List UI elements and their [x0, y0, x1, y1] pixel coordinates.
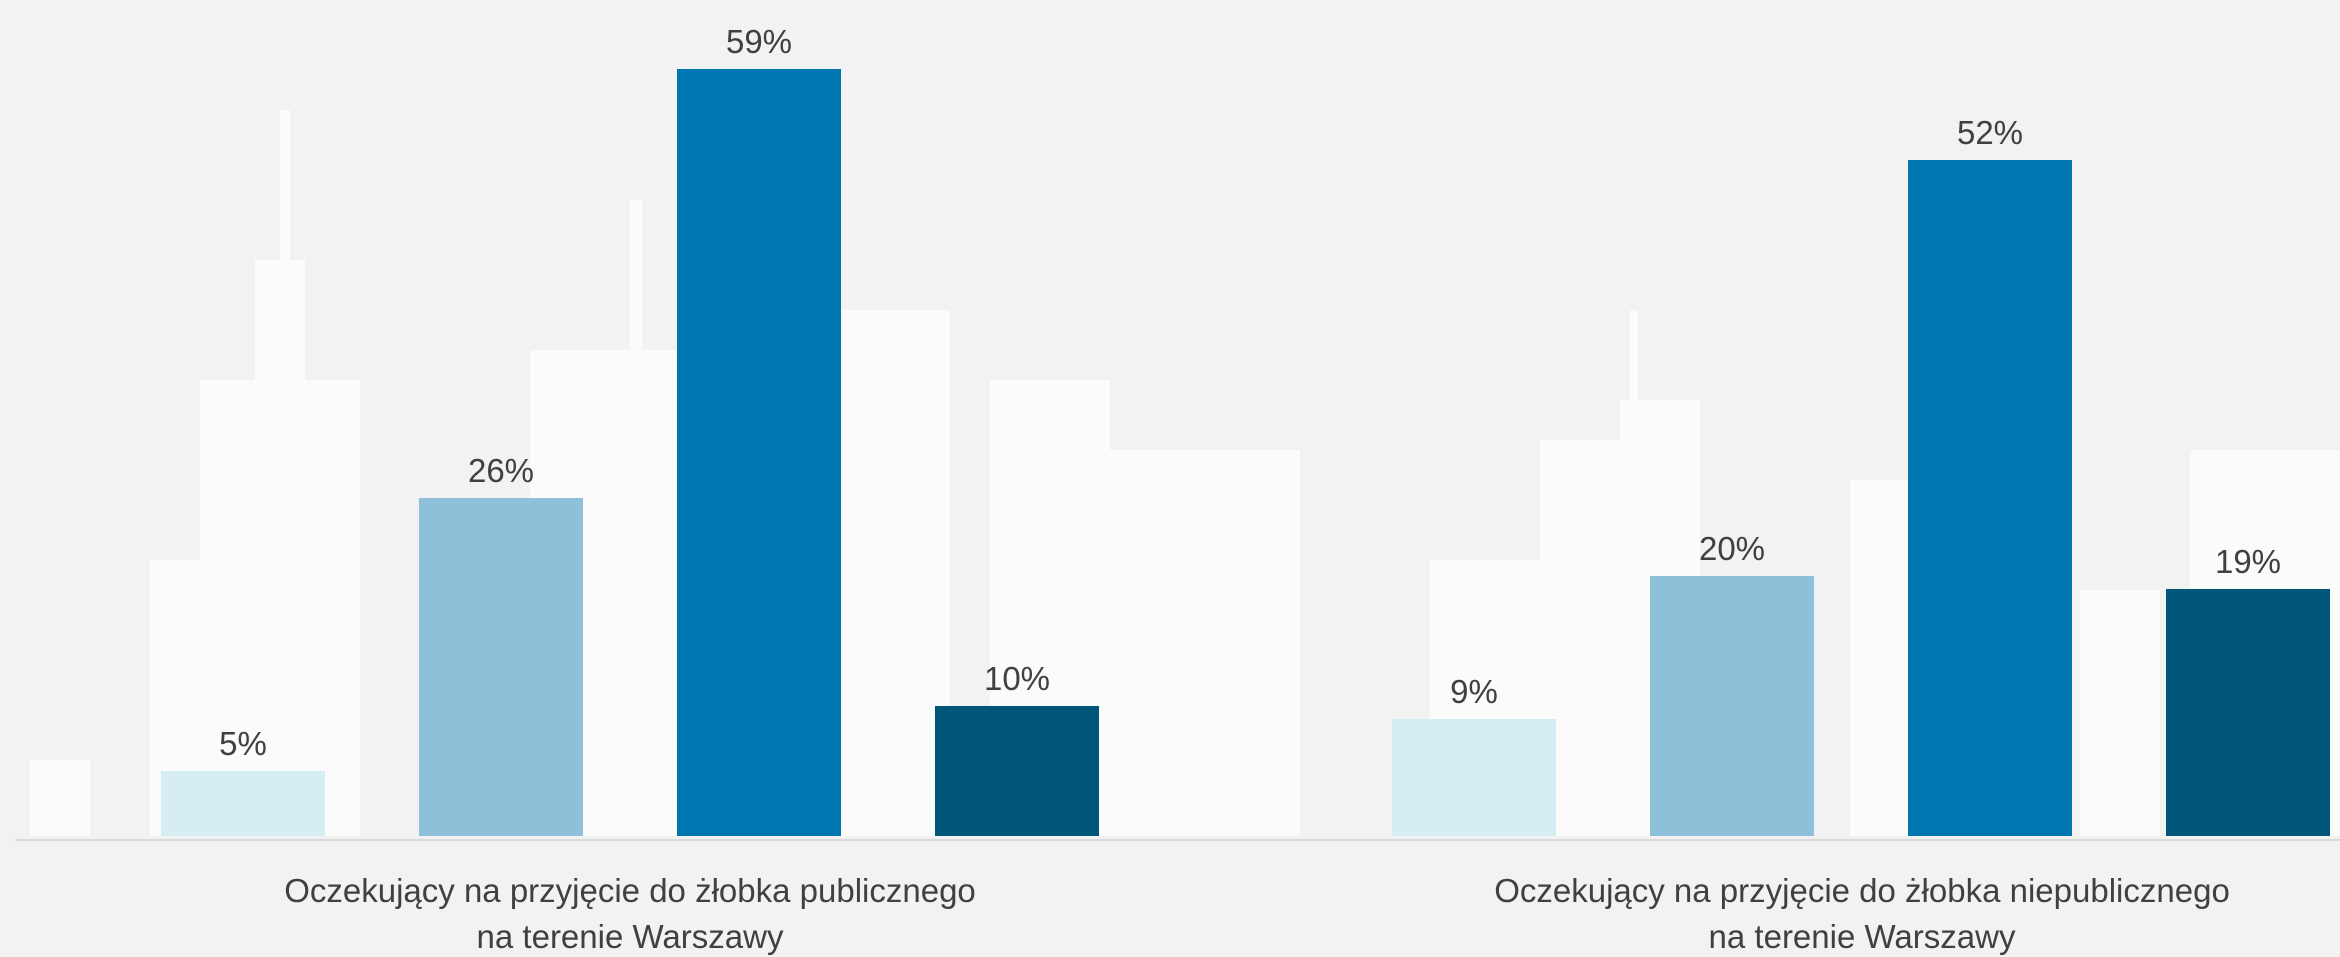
chart: 5% 26% 59% 10% Oczekujący na przyjęcie do żł… [0, 0, 2340, 957]
value-label: 9% [1450, 673, 1498, 710]
bar [419, 498, 583, 836]
value-label: 20% [1699, 530, 1765, 567]
bar [677, 69, 841, 836]
group-label: na terenie Warszawy [477, 918, 784, 955]
bar [935, 706, 1099, 836]
value-label: 52% [1957, 114, 2023, 151]
group-label: Oczekujący na przyjęcie do żłobka niepub… [1494, 872, 2230, 909]
bar [1392, 719, 1556, 836]
value-label: 19% [2215, 543, 2281, 580]
group-label: Oczekujący na przyjęcie do żłobka public… [284, 872, 976, 909]
group-label: na terenie Warszawy [1709, 918, 2016, 955]
value-label: 59% [726, 23, 792, 60]
value-label: 26% [468, 452, 534, 489]
bar [1650, 576, 1814, 836]
bar [1908, 160, 2072, 836]
bar [2166, 589, 2330, 836]
value-label: 5% [219, 725, 267, 762]
value-label: 10% [984, 660, 1050, 697]
bar [161, 771, 325, 836]
